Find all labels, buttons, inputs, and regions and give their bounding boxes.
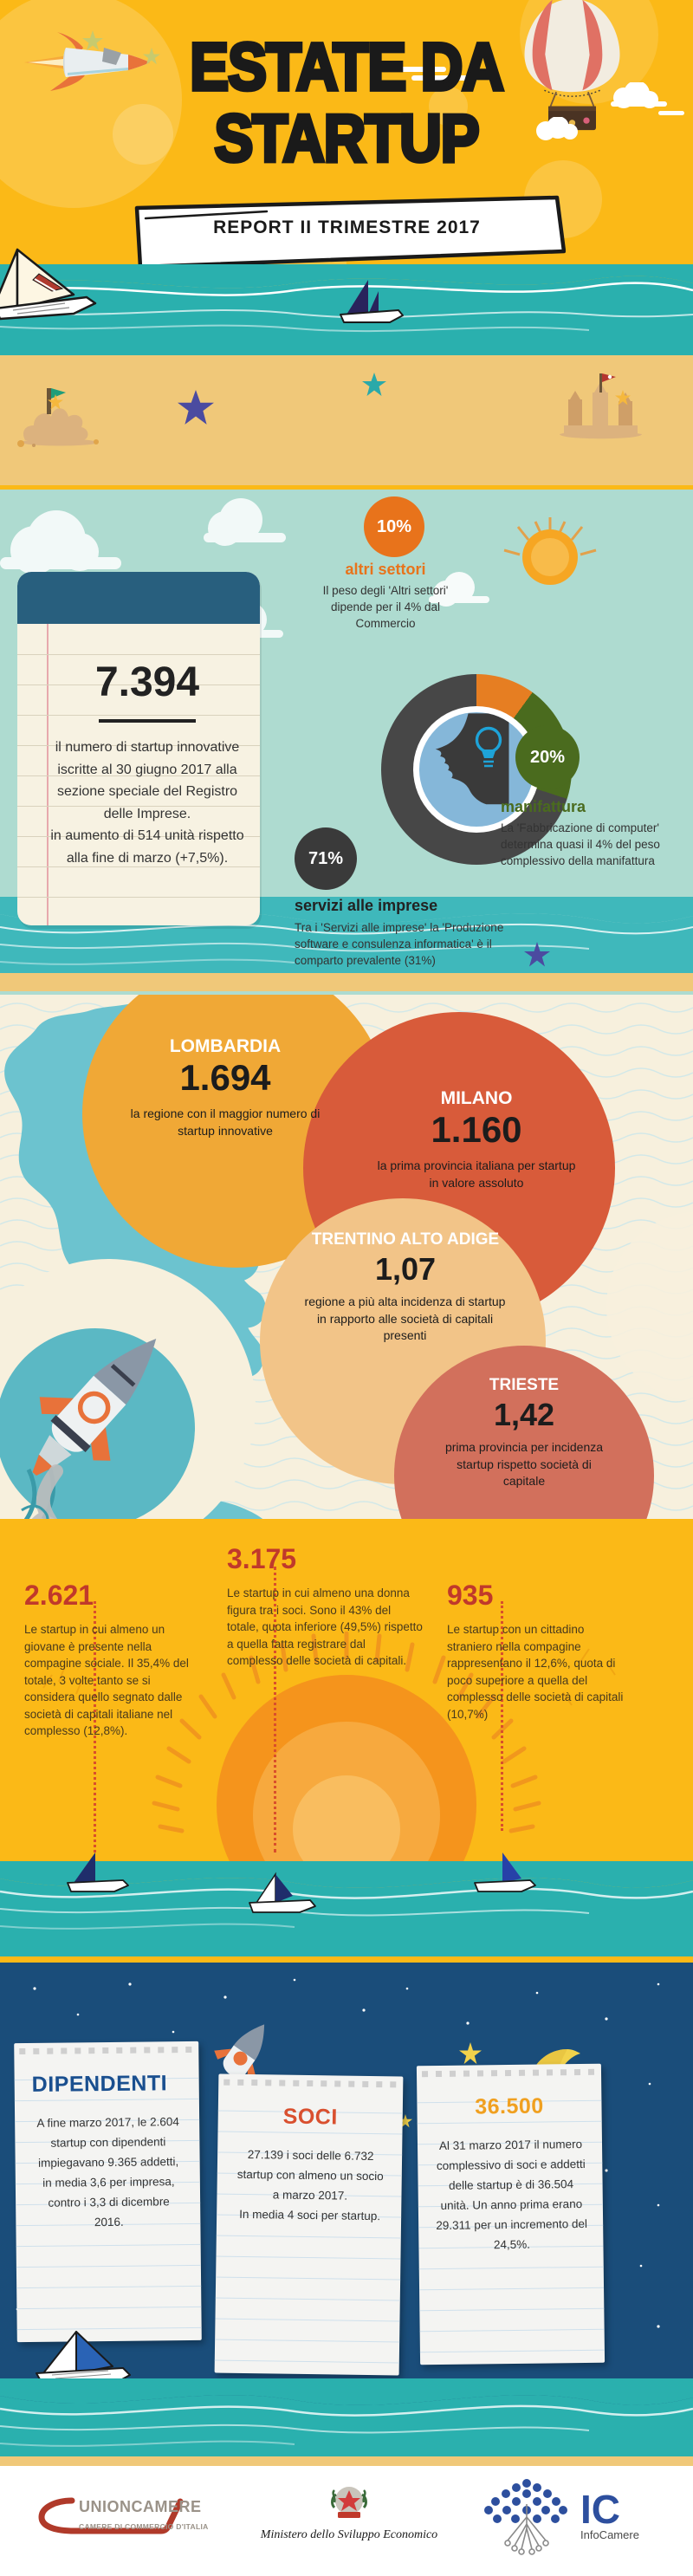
svg-text:InfoCamere: InfoCamere [580, 2528, 639, 2541]
svg-text:UNIONCAMERE: UNIONCAMERE [79, 2498, 202, 2515]
svg-text:IC: IC [580, 2487, 620, 2532]
svg-text:CAMERE DI COMMERCIO D'ITALIA: CAMERE DI COMMERCIO D'ITALIA [79, 2522, 209, 2531]
svg-text:Ministero dello Sviluppo Econo: Ministero dello Sviluppo Economico [260, 2528, 437, 2541]
